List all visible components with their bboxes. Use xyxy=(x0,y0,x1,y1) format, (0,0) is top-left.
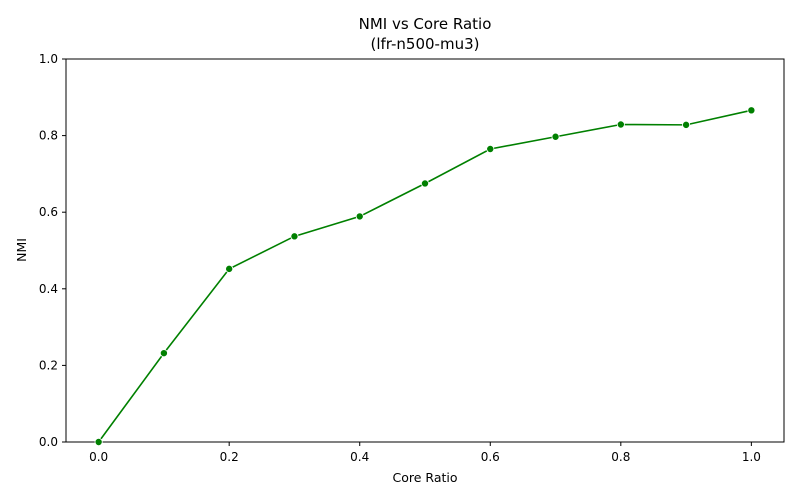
x-tick-label: 0.0 xyxy=(89,450,108,464)
data-point xyxy=(290,232,299,241)
data-point xyxy=(159,349,168,358)
data-point xyxy=(420,179,429,188)
x-tick-label: 0.6 xyxy=(481,450,500,464)
y-tick-label: 0.8 xyxy=(39,129,58,143)
data-point xyxy=(486,145,495,154)
x-tick-label: 0.2 xyxy=(220,450,239,464)
y-axis-label: NMI xyxy=(14,238,29,262)
x-axis-label: Core Ratio xyxy=(393,470,458,485)
data-point xyxy=(747,106,756,115)
data-point xyxy=(616,120,625,129)
data-point xyxy=(682,120,691,129)
x-tick-label: 0.8 xyxy=(611,450,630,464)
y-tick-label: 0.6 xyxy=(39,205,58,219)
data-point xyxy=(225,264,234,273)
y-tick-label: 0.2 xyxy=(39,358,58,372)
y-tick-label: 1.0 xyxy=(39,52,58,66)
series-line xyxy=(97,109,752,443)
plot-area: 0.0 0.2 0.4 0.6 0.8 1.0 0.0 0.2 0.4 0.6 0.8 1.0 xyxy=(39,52,785,464)
x-tick-label: 0.4 xyxy=(350,450,369,464)
data-point xyxy=(551,132,560,141)
axes-frame xyxy=(65,58,785,443)
y-tick-label: 0.0 xyxy=(39,435,58,449)
chart-subtitle: (lfr-n500-mu3) xyxy=(371,35,480,53)
data-point xyxy=(94,437,103,446)
data-point xyxy=(355,212,364,221)
y-tick-label: 0.4 xyxy=(39,282,58,296)
chart-title: NMI vs Core Ratio xyxy=(359,15,492,33)
x-tick-label: 1.0 xyxy=(742,450,761,464)
